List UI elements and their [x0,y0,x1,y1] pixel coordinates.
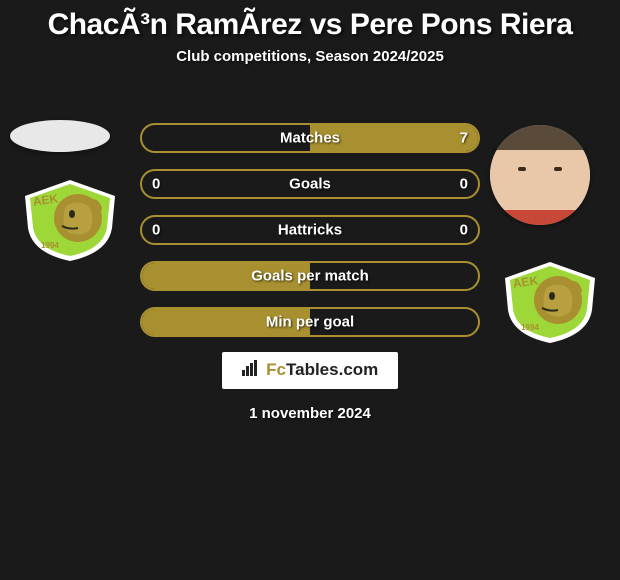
bar-goals: 0 Goals 0 [140,169,480,199]
comparison-bars: Matches 7 0 Goals 0 0 Hattricks 0 Goals … [140,123,480,353]
shield-icon: AEK 1994 [20,178,120,263]
brand-pre: Fc [266,360,286,379]
bar-label: Hattricks [142,222,478,239]
bar-label: Min per goal [142,314,478,331]
page-subtitle: Club competitions, Season 2024/2025 [0,48,620,65]
player-left-avatar [10,120,110,152]
bar-label: Goals per match [142,268,478,285]
brand-text: FcTables.com [266,360,378,379]
bar-chart-icon [242,360,260,381]
bar-value-right: 7 [460,130,468,147]
team-logo-left: AEK 1994 [20,178,120,263]
bar-value-right: 0 [460,176,468,193]
bar-hattricks: 0 Hattricks 0 [140,215,480,245]
bar-matches: Matches 7 [140,123,480,153]
snapshot-date: 1 november 2024 [0,405,620,422]
player-face-placeholder [490,125,590,225]
svg-text:1994: 1994 [521,323,539,332]
bar-goals-per-match: Goals per match [140,261,480,291]
brand-post: Tables.com [286,360,378,379]
player-right-avatar [490,125,590,225]
footer: FcTables.com 1 november 2024 [0,352,620,422]
header: ChacÃ³n RamÃ­rez vs Pere Pons Riera Club… [0,0,620,65]
brand-box: FcTables.com [222,352,399,389]
svg-text:1994: 1994 [41,241,59,250]
bar-value-right: 0 [460,222,468,239]
bar-min-per-goal: Min per goal [140,307,480,337]
bar-label: Goals [142,176,478,193]
team-logo-right: AEK 1994 [500,260,600,345]
page-title: ChacÃ³n RamÃ­rez vs Pere Pons Riera [0,8,620,42]
shield-icon: AEK 1994 [500,260,600,345]
bar-label: Matches [142,130,478,147]
